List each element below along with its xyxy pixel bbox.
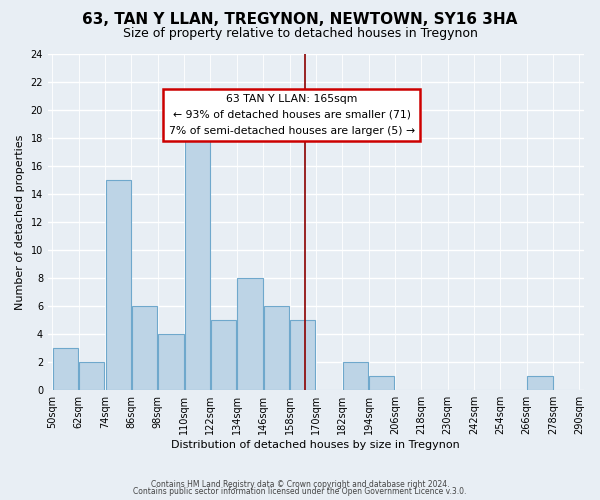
X-axis label: Distribution of detached houses by size in Tregynon: Distribution of detached houses by size … <box>172 440 460 450</box>
Text: Size of property relative to detached houses in Tregynon: Size of property relative to detached ho… <box>122 28 478 40</box>
Bar <box>264 306 289 390</box>
Text: 63 TAN Y LLAN: 165sqm
← 93% of detached houses are smaller (71)
7% of semi-detac: 63 TAN Y LLAN: 165sqm ← 93% of detached … <box>169 94 415 136</box>
Bar <box>369 376 394 390</box>
Bar <box>211 320 236 390</box>
Bar <box>132 306 157 390</box>
Bar <box>238 278 263 390</box>
Bar <box>79 362 104 390</box>
Text: Contains HM Land Registry data © Crown copyright and database right 2024.: Contains HM Land Registry data © Crown c… <box>151 480 449 489</box>
Text: Contains public sector information licensed under the Open Government Licence v.: Contains public sector information licen… <box>133 487 467 496</box>
Bar <box>158 334 184 390</box>
Bar <box>185 124 210 390</box>
Bar <box>53 348 78 390</box>
Bar <box>527 376 553 390</box>
Y-axis label: Number of detached properties: Number of detached properties <box>15 134 25 310</box>
Bar <box>290 320 316 390</box>
Text: 63, TAN Y LLAN, TREGYNON, NEWTOWN, SY16 3HA: 63, TAN Y LLAN, TREGYNON, NEWTOWN, SY16 … <box>82 12 518 28</box>
Bar <box>106 180 131 390</box>
Bar <box>343 362 368 390</box>
